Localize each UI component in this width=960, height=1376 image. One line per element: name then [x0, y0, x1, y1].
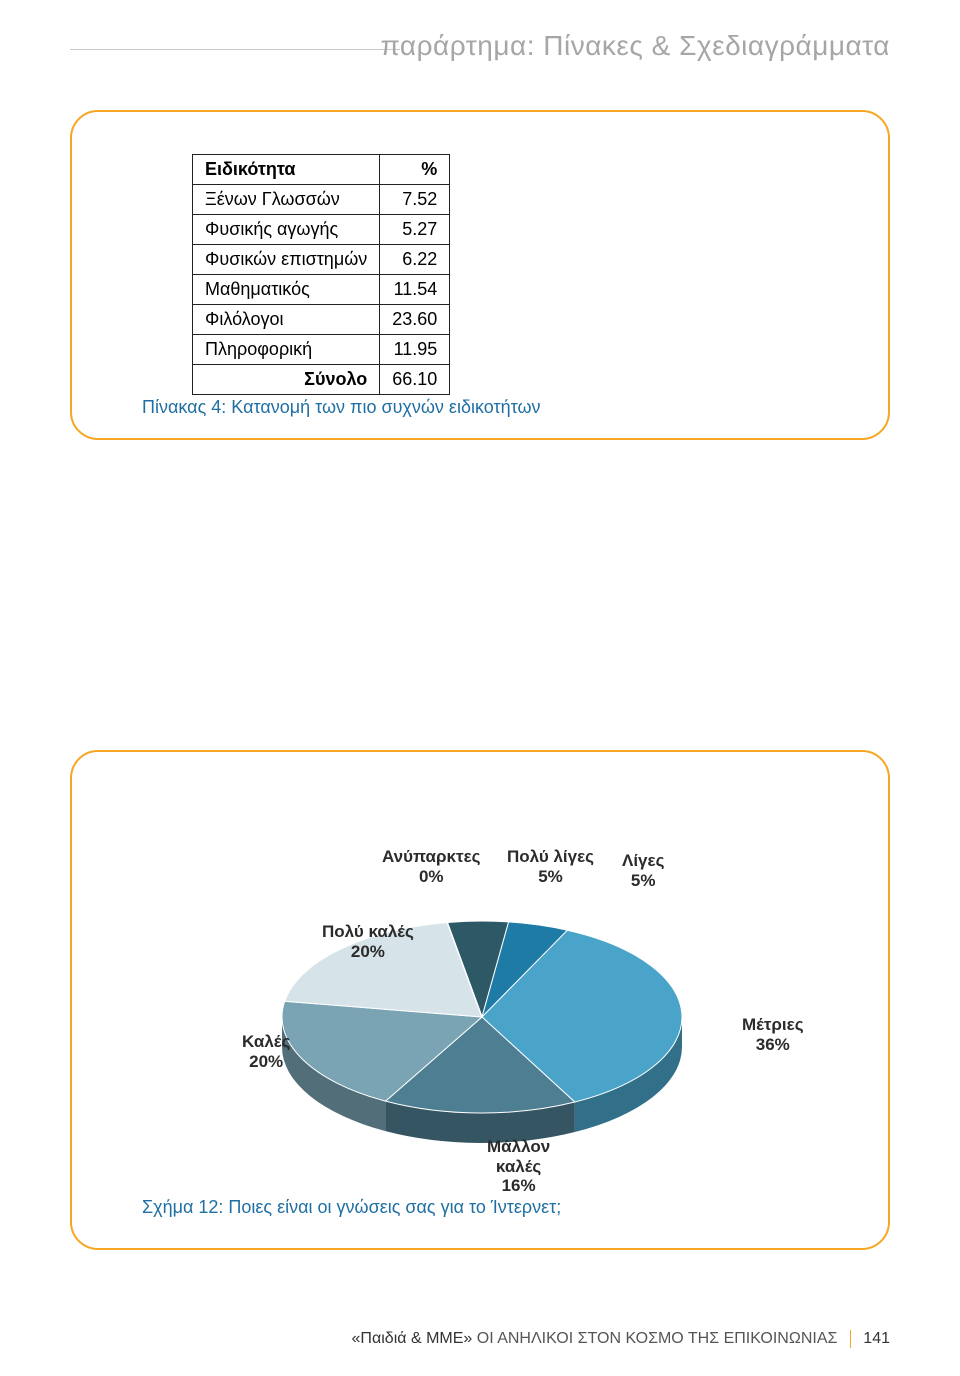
header-rule: [70, 49, 400, 50]
pie-label: Πολύ καλές20%: [322, 922, 414, 961]
col-header-percent: %: [380, 155, 450, 185]
table-row: Φιλόλογοι23.60: [193, 305, 450, 335]
col-header-specialty: Ειδικότητα: [193, 155, 380, 185]
table-row: Ξένων Γλωσσών7.52: [193, 185, 450, 215]
pie-label: Καλές20%: [242, 1032, 290, 1071]
page-title: παράρτημα: Πίνακες & Σχεδιαγράμματα: [380, 30, 890, 62]
table-row-total: Σύνολο66.10: [193, 365, 450, 395]
page-number: 141: [863, 1330, 890, 1347]
specialty-table: Ειδικότητα % Ξένων Γλωσσών7.52 Φυσικής α…: [192, 154, 450, 395]
table-row: Φυσικών επιστημών6.22: [193, 245, 450, 275]
page-footer: «Παιδιά & ΜΜΕ» ΟΙ ΑΝΗΛΙΚΟΙ ΣΤΟΝ ΚΟΣΜΟ ΤΗ…: [352, 1330, 890, 1348]
footer-divider: [850, 1330, 851, 1348]
pie-label: Ανύπαρκτες0%: [382, 847, 480, 886]
pie-svg: [272, 857, 692, 1177]
footer-text: ΟΙ ΑΝΗΛΙΚΟΙ ΣΤΟΝ ΚΟΣΜΟ ΤΗΣ ΕΠΙΚΟΙΝΩΝΙΑΣ: [477, 1330, 838, 1347]
pie-label: Μάλλονκαλές16%: [487, 1137, 550, 1196]
table-caption: Πίνακας 4: Κατανομή των πιο συχνών ειδικ…: [142, 397, 541, 418]
table-row: Μαθηματικός11.54: [193, 275, 450, 305]
footer-quote: «Παιδιά & ΜΜΕ»: [352, 1330, 473, 1347]
pie-label: Μέτριες36%: [742, 1015, 804, 1054]
table-row: Φυσικής αγωγής5.27: [193, 215, 450, 245]
pie-label: Πολύ λίγες5%: [507, 847, 594, 886]
chart-panel: Ανύπαρκτες0% Πολύ λίγες5% Λίγες5% Μέτριες36…: [70, 750, 890, 1250]
pie-chart: Ανύπαρκτες0%Πολύ λίγες5%Λίγες5%Μέτριες36…: [272, 857, 692, 1177]
table-panel: Ειδικότητα % Ξένων Γλωσσών7.52 Φυσικής α…: [70, 110, 890, 440]
pie-label: Λίγες5%: [622, 851, 664, 890]
chart-caption: Σχήμα 12: Ποιες είναι οι γνώσεις σας για…: [142, 1197, 561, 1218]
table-row: Πληροφορική11.95: [193, 335, 450, 365]
